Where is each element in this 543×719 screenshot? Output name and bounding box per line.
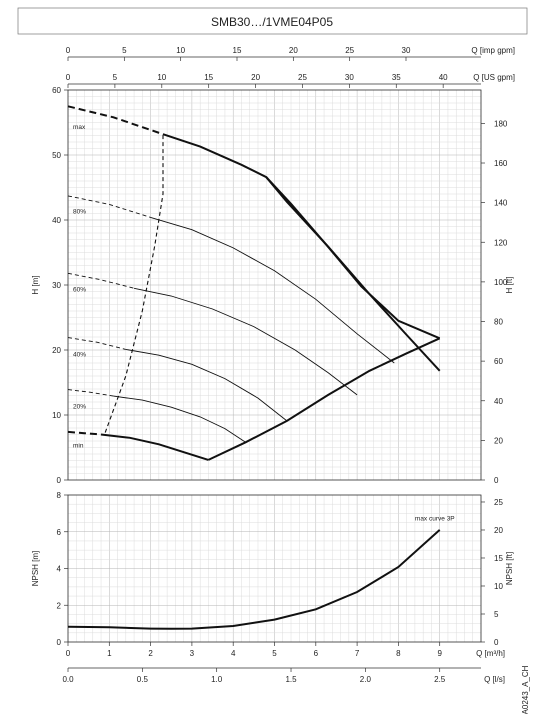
y-right-tick-label: 140 bbox=[494, 199, 508, 208]
x-axis-title: Q [m³/h] bbox=[476, 649, 505, 658]
y-tick-label: 20 bbox=[52, 346, 61, 355]
y-tick-label: 6 bbox=[57, 528, 62, 537]
y-tick-label: 60 bbox=[52, 86, 61, 95]
curve-boundary-dashed bbox=[104, 134, 164, 433]
y-right-tick-label: 40 bbox=[494, 397, 503, 406]
y-tick-label: 40 bbox=[52, 216, 61, 225]
curve-label-40%: 40% bbox=[73, 351, 86, 358]
us-tick-label: 35 bbox=[392, 73, 401, 82]
y-right-axis-title: NPSH [ft] bbox=[505, 552, 514, 585]
imp-tick-label: 10 bbox=[176, 46, 185, 55]
imp-tick-label: 20 bbox=[289, 46, 298, 55]
code-label: A0243_A_CH bbox=[521, 665, 530, 714]
x-tick-label: 3 bbox=[190, 649, 195, 658]
y-right-tick-label: 20 bbox=[494, 436, 503, 445]
x-tick-label: 0 bbox=[66, 649, 71, 658]
curve-label-20%: 20% bbox=[73, 403, 86, 410]
curve-40%-dashed bbox=[67, 337, 126, 350]
y-right-axis-title: H [ft] bbox=[505, 277, 514, 294]
title-box bbox=[17, 7, 528, 35]
y-right-tick-label: 5 bbox=[494, 610, 499, 619]
imp-tick-label: 5 bbox=[122, 46, 127, 55]
y-right-tick-label: 60 bbox=[494, 357, 503, 366]
ls-tick-label: 2.5 bbox=[434, 675, 446, 684]
y-right-tick-label: 180 bbox=[494, 119, 508, 128]
ls-tick-label: 1.0 bbox=[211, 675, 223, 684]
imp-tick-label: 15 bbox=[233, 46, 242, 55]
x-tick-label: 6 bbox=[314, 649, 319, 658]
y-tick-label: 8 bbox=[57, 491, 62, 500]
x-tick-label: 2 bbox=[148, 649, 153, 658]
curve-80%-dashed bbox=[67, 195, 151, 218]
y-right-tick-label: 0 bbox=[494, 476, 499, 485]
y-tick-label: 0 bbox=[57, 638, 62, 647]
y-right-tick-label: 80 bbox=[494, 318, 503, 327]
npsh-curve bbox=[67, 529, 441, 630]
curve-20% bbox=[113, 395, 246, 443]
y-tick-label: 30 bbox=[52, 281, 61, 290]
curve-label-max: max bbox=[73, 124, 86, 131]
y-right-tick-label: 0 bbox=[494, 638, 499, 647]
x-tick-label: 9 bbox=[437, 649, 442, 658]
ls-tick-label: 2.0 bbox=[360, 675, 372, 684]
us-tick-label: 15 bbox=[204, 73, 213, 82]
ls-axis-title: Q [l/s] bbox=[484, 675, 505, 684]
curve-80% bbox=[150, 216, 395, 364]
x-tick-label: 5 bbox=[272, 649, 277, 658]
npsh-chart: 0 2 4 6 8 0 5 10 15 20 25 NPSH [m] NPSH [ft] 0 1 2 3 4 5 6 7… bbox=[31, 491, 514, 684]
curve-20%-dashed bbox=[67, 389, 114, 397]
y-right-tick-label: 25 bbox=[494, 498, 503, 507]
curve-min bbox=[100, 433, 209, 461]
chart-title: SMB30…/1VME04P05 bbox=[211, 15, 333, 29]
y-right-tick-label: 120 bbox=[494, 238, 508, 247]
y-right-tick-label: 10 bbox=[494, 582, 503, 591]
y-tick-label: 2 bbox=[57, 601, 62, 610]
curve-max-dashed bbox=[67, 105, 164, 136]
us-tick-label: 0 bbox=[66, 73, 71, 82]
imp-tick-label: 0 bbox=[66, 46, 71, 55]
y-tick-label: 10 bbox=[52, 411, 61, 420]
imp-tick-label: 30 bbox=[402, 46, 411, 55]
y-right-tick-label: 20 bbox=[494, 526, 503, 535]
curve-system-curve bbox=[207, 337, 441, 461]
curve-max bbox=[162, 133, 441, 372]
us-tick-label: 25 bbox=[298, 73, 307, 82]
y-right-tick-label: 160 bbox=[494, 159, 508, 168]
curve-max-right-branch bbox=[265, 176, 441, 340]
curve-label-min: min bbox=[73, 442, 84, 449]
x-tick-label: 1 bbox=[107, 649, 112, 658]
us-tick-label: 10 bbox=[157, 73, 166, 82]
imp-axis-title: Q [imp gpm] bbox=[471, 46, 515, 55]
us-axis-title: Q [US gpm] bbox=[473, 73, 515, 82]
x-tick-label: 7 bbox=[355, 649, 360, 658]
y-axis-title: H [m] bbox=[31, 275, 40, 294]
us-tick-label: 30 bbox=[345, 73, 354, 82]
ls-tick-label: 1.5 bbox=[285, 675, 297, 684]
curve-label-80%: 80% bbox=[73, 208, 86, 215]
us-tick-label: 5 bbox=[113, 73, 118, 82]
x-tick-label: 4 bbox=[231, 649, 236, 658]
imp-tick-label: 25 bbox=[345, 46, 354, 55]
curve-label-60%: 60% bbox=[73, 286, 86, 293]
ls-tick-label: 0.0 bbox=[62, 675, 74, 684]
curve-min-dashed bbox=[67, 430, 102, 436]
curve-60%-dashed bbox=[67, 272, 135, 289]
us-tick-label: 20 bbox=[251, 73, 260, 82]
us-tick-label: 40 bbox=[439, 73, 448, 82]
y-tick-label: 50 bbox=[52, 151, 61, 160]
x-tick-label: 8 bbox=[396, 649, 401, 658]
y-axis-title: NPSH [m] bbox=[31, 551, 40, 587]
y-right-tick-label: 100 bbox=[494, 278, 508, 287]
y-right-tick-label: 15 bbox=[494, 554, 503, 563]
y-tick-label: 4 bbox=[57, 565, 62, 574]
y-tick-label: 0 bbox=[57, 476, 62, 485]
curve-40% bbox=[125, 348, 288, 422]
ls-tick-label: 0.5 bbox=[137, 675, 149, 684]
curve-60% bbox=[134, 287, 358, 396]
npsh-annotation: max curve 3P bbox=[415, 516, 455, 523]
